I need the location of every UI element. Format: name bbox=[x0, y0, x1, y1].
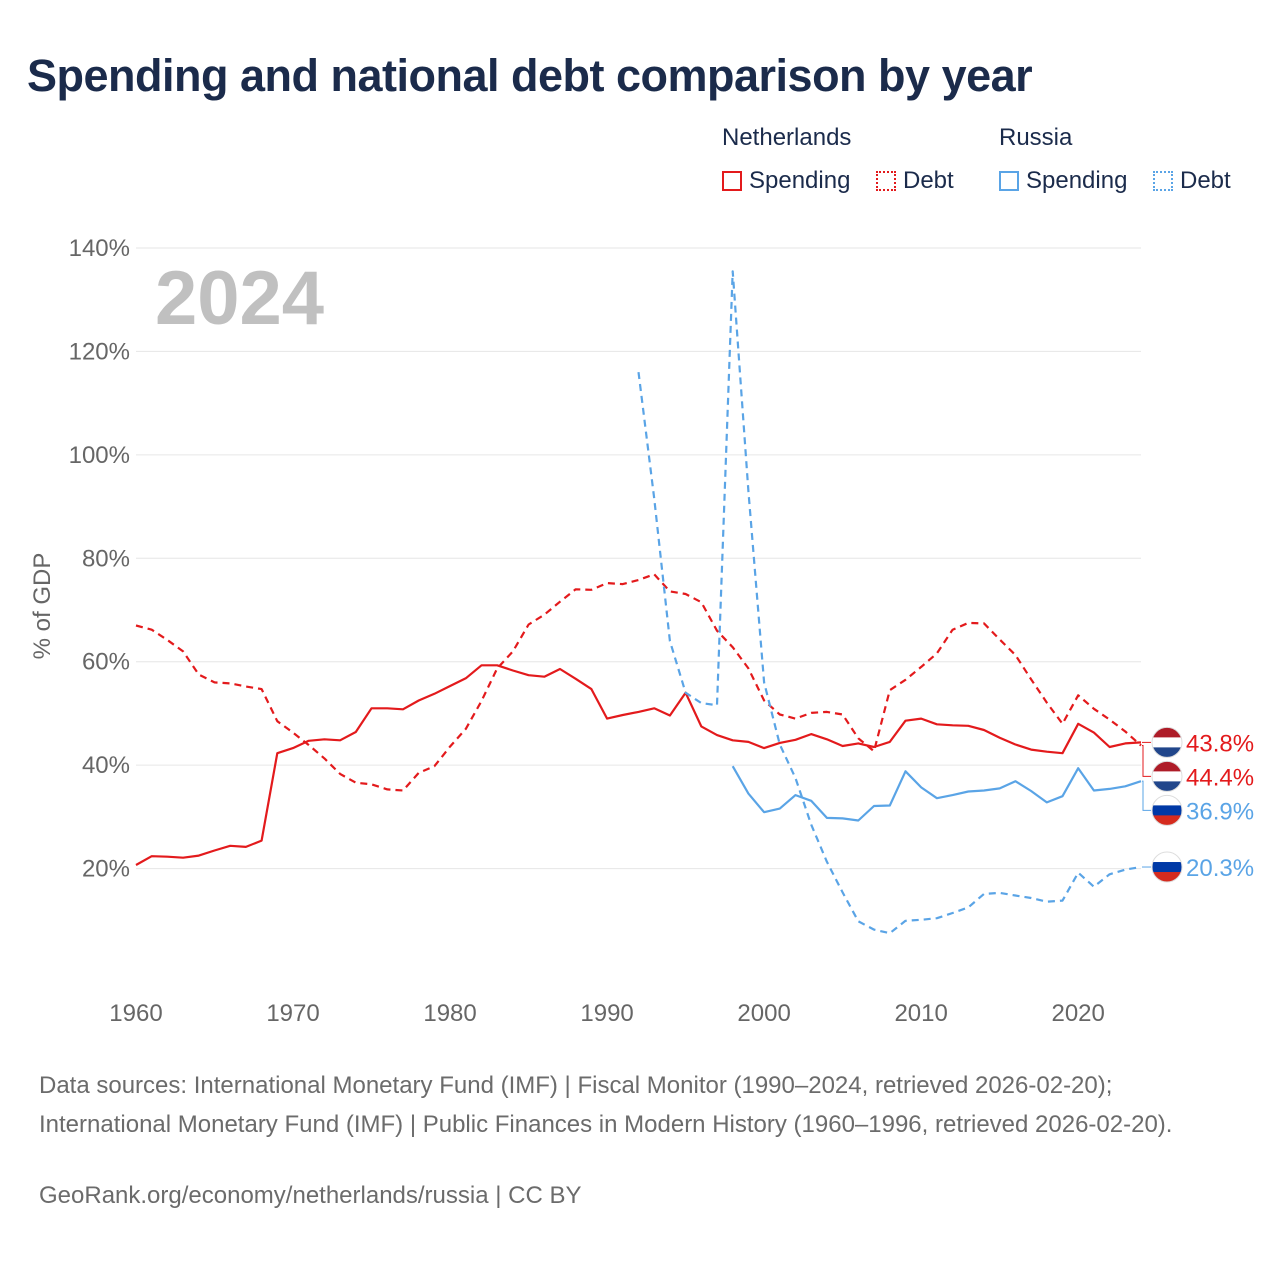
x-tick-label: 2000 bbox=[737, 1000, 790, 1027]
x-axis: 1960 1970 1980 1990 2000 2010 2020 bbox=[109, 1000, 1105, 1027]
legend-swatch-dotted-red bbox=[876, 171, 896, 191]
y-tick-label: 60% bbox=[82, 649, 130, 676]
x-tick-label: 1960 bbox=[109, 1000, 162, 1027]
y-tick-label: 80% bbox=[82, 545, 130, 572]
legend-label: Debt bbox=[1180, 167, 1231, 194]
flag-russia-icon bbox=[1151, 851, 1183, 883]
legend-country-netherlands: Netherlands bbox=[722, 124, 852, 151]
y-tick-label: 100% bbox=[69, 442, 130, 469]
flag-netherlands-icon bbox=[1151, 760, 1183, 792]
end-markers: 43.8% 44.4% 36.9% 20.3% bbox=[1142, 726, 1254, 883]
end-value-label: 44.4% bbox=[1186, 764, 1254, 791]
legend-label: Debt bbox=[903, 167, 954, 194]
data-sources: Data sources: International Monetary Fun… bbox=[39, 1072, 1173, 1138]
end-value-label: 43.8% bbox=[1186, 730, 1254, 757]
y-axis: 20% 40% 60% 80% 100% 120% 140% bbox=[69, 235, 130, 883]
series-lines bbox=[135, 270, 1142, 935]
end-connector bbox=[1142, 780, 1151, 811]
legend-label: Spending bbox=[1026, 167, 1128, 194]
flag-netherlands-icon bbox=[1151, 726, 1183, 758]
legend-item-netherlands-debt[interactable]: Debt bbox=[876, 166, 954, 196]
series-line-russia-debt[interactable] bbox=[637, 270, 1142, 935]
credit-link[interactable]: GeoRank.org/economy/netherlands/russia |… bbox=[39, 1182, 582, 1209]
y-tick-label: 40% bbox=[82, 752, 130, 779]
end-connector bbox=[1142, 744, 1151, 777]
x-tick-label: 1980 bbox=[423, 1000, 476, 1027]
legend-swatch-solid-red bbox=[722, 171, 742, 191]
legend-swatch-solid-blue bbox=[999, 171, 1019, 191]
legend-item-russia-debt[interactable]: Debt bbox=[1153, 166, 1231, 196]
x-tick-label: 1990 bbox=[580, 1000, 633, 1027]
y-tick-label: 20% bbox=[82, 856, 130, 883]
x-tick-label: 2010 bbox=[894, 1000, 947, 1027]
legend-item-netherlands-spending[interactable]: Spending bbox=[722, 166, 850, 196]
legend-item-russia-spending[interactable]: Spending bbox=[999, 166, 1127, 196]
x-tick-label: 1970 bbox=[266, 1000, 319, 1027]
y-tick-label: 140% bbox=[69, 235, 130, 262]
flag-russia-icon bbox=[1151, 794, 1183, 826]
legend-country-russia: Russia bbox=[999, 124, 1073, 151]
line-chart: 20% 40% 60% 80% 100% 120% 140% 1960 1970 1980 199… bbox=[29, 235, 1254, 1027]
y-axis-label: % of GDP bbox=[29, 553, 56, 660]
legend-label: Spending bbox=[749, 167, 851, 194]
y-tick-label: 120% bbox=[69, 338, 130, 365]
legend-swatch-dotted-blue bbox=[1153, 171, 1173, 191]
end-value-label: 20.3% bbox=[1186, 855, 1254, 882]
series-line-netherlands-spending[interactable] bbox=[135, 664, 1142, 866]
series-line-russia-spending[interactable] bbox=[731, 765, 1142, 822]
year-label: 2024 bbox=[155, 256, 324, 341]
x-tick-label: 2020 bbox=[1051, 1000, 1104, 1027]
grid bbox=[136, 247, 1141, 870]
chart-title: Spending and national debt comparison by… bbox=[27, 50, 1033, 101]
series-line-netherlands-debt[interactable] bbox=[135, 573, 1142, 792]
end-value-label: 36.9% bbox=[1186, 798, 1254, 825]
